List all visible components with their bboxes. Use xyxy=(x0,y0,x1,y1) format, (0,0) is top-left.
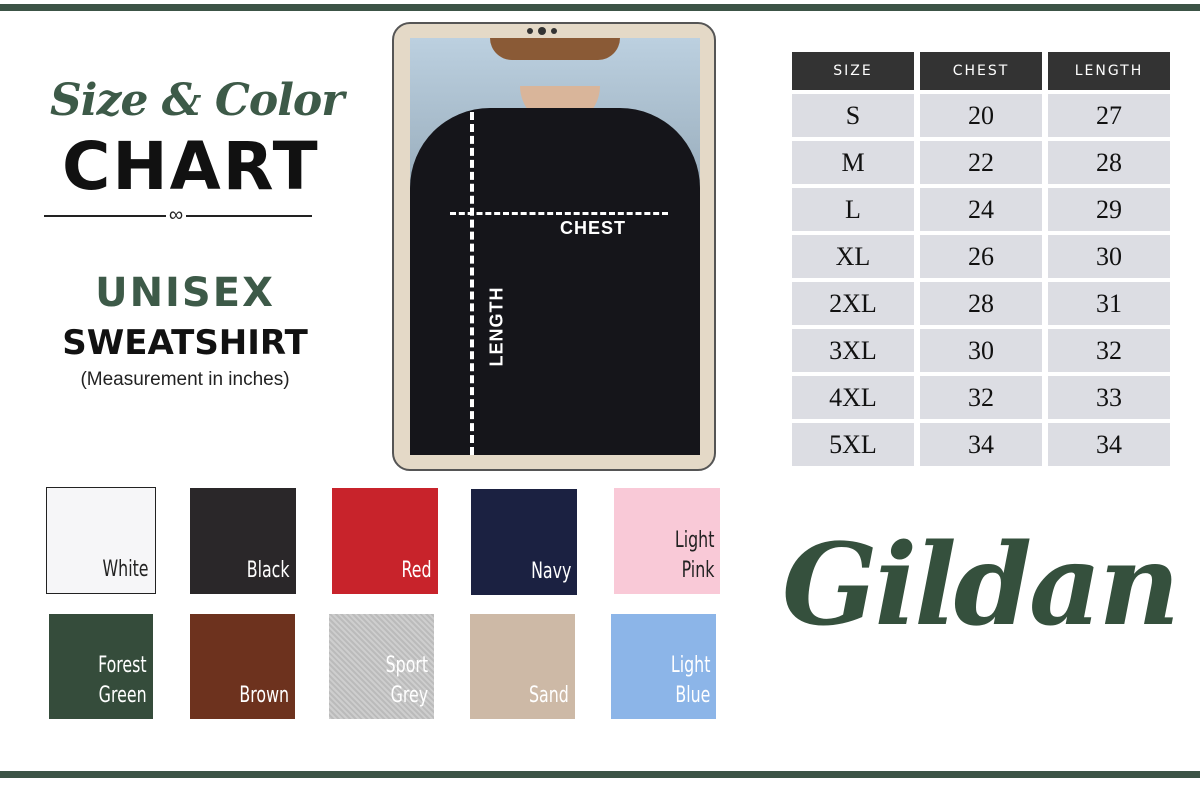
color-swatch-black: Black xyxy=(190,488,296,594)
table-cell: 30 xyxy=(920,329,1042,372)
brand-logo: Gildan xyxy=(782,520,1180,651)
table-cell: 30 xyxy=(1048,235,1170,278)
table-cell: 5XL xyxy=(792,423,914,466)
swatch-label: Light Blue xyxy=(670,653,710,708)
table-row: 4XL 32 33 xyxy=(792,376,1172,419)
swatch-label: White xyxy=(102,557,149,582)
table-row: M 22 28 xyxy=(792,141,1172,184)
table-cell: 32 xyxy=(920,376,1042,419)
table-row: XL 26 30 xyxy=(792,235,1172,278)
swatch-label: Black xyxy=(247,558,290,583)
camera-dot xyxy=(538,27,546,35)
table-cell: 22 xyxy=(920,141,1042,184)
hair xyxy=(490,38,620,60)
table-row: L 24 29 xyxy=(792,188,1172,231)
table-row: 2XL 28 31 xyxy=(792,282,1172,325)
table-cell: 28 xyxy=(1048,141,1170,184)
table-cell: 34 xyxy=(1048,423,1170,466)
table-cell: 31 xyxy=(1048,282,1170,325)
swatch-label: Sand xyxy=(529,683,569,708)
table-row: 5XL 34 34 xyxy=(792,423,1172,466)
table-cell: 34 xyxy=(920,423,1042,466)
bottom-border xyxy=(0,771,1200,778)
color-swatch-light-pink: Light Pink xyxy=(614,488,720,594)
table-cell: 20 xyxy=(920,94,1042,137)
color-swatch-red: Red xyxy=(332,488,438,594)
swatch-label: Forest Green xyxy=(98,653,147,708)
sweatshirt-image xyxy=(410,108,700,455)
column-header: SIZE xyxy=(792,52,914,90)
top-border xyxy=(0,4,1200,11)
column-header: CHEST xyxy=(920,52,1042,90)
camera-dot xyxy=(527,28,533,34)
color-swatch-white: White xyxy=(46,487,156,594)
table-cell: 4XL xyxy=(792,376,914,419)
chest-measure-line xyxy=(450,212,668,215)
model-photo xyxy=(410,38,700,455)
table-cell: S xyxy=(792,94,914,137)
swatch-label: Navy xyxy=(530,559,571,584)
product-line1: UNISEX xyxy=(95,270,275,316)
length-label: LENGTH xyxy=(486,286,507,367)
table-row: S 20 27 xyxy=(792,94,1172,137)
chest-label: CHEST xyxy=(560,218,627,238)
table-cell: 3XL xyxy=(792,329,914,372)
table-row: 3XL 30 32 xyxy=(792,329,1172,372)
title-script: Size & Color xyxy=(50,75,344,126)
table-cell: XL xyxy=(792,235,914,278)
color-swatch-sport-grey: Sport Grey xyxy=(329,614,434,719)
table-cell: 2XL xyxy=(792,282,914,325)
swatch-label: Sport Grey xyxy=(385,653,428,708)
table-cell: M xyxy=(792,141,914,184)
product-line2: SWEATSHIRT xyxy=(62,323,308,363)
table-cell: 27 xyxy=(1048,94,1170,137)
table-cell: 32 xyxy=(1048,329,1170,372)
table-cell: L xyxy=(792,188,914,231)
units-note: (Measurement in inches) xyxy=(80,369,290,390)
swatch-label: Brown xyxy=(239,683,289,708)
table-header: SIZE CHEST LENGTH xyxy=(792,52,1172,90)
swatch-label: Light Pink xyxy=(674,528,714,583)
swatch-label: Red xyxy=(401,558,432,583)
table-cell: 29 xyxy=(1048,188,1170,231)
color-swatch-sand: Sand xyxy=(470,614,575,719)
length-measure-line xyxy=(470,112,474,455)
color-swatch-brown: Brown xyxy=(190,614,295,719)
color-swatch-light-blue: Light Blue xyxy=(611,614,716,719)
color-swatch-navy: Navy xyxy=(471,489,577,595)
table-cell: 26 xyxy=(920,235,1042,278)
size-table: SIZE CHEST LENGTH S 20 27 M 22 28 L 24 29 XL 26 30 2… xyxy=(792,52,1172,470)
table-cell: 24 xyxy=(920,188,1042,231)
color-swatch-forest-green: Forest Green xyxy=(49,614,153,719)
camera-dot xyxy=(551,28,557,34)
table-cell: 33 xyxy=(1048,376,1170,419)
table-cell: 28 xyxy=(920,282,1042,325)
ornament-icon: ∞ xyxy=(166,205,186,227)
title-bold: CHART xyxy=(62,128,320,205)
column-header: LENGTH xyxy=(1048,52,1170,90)
